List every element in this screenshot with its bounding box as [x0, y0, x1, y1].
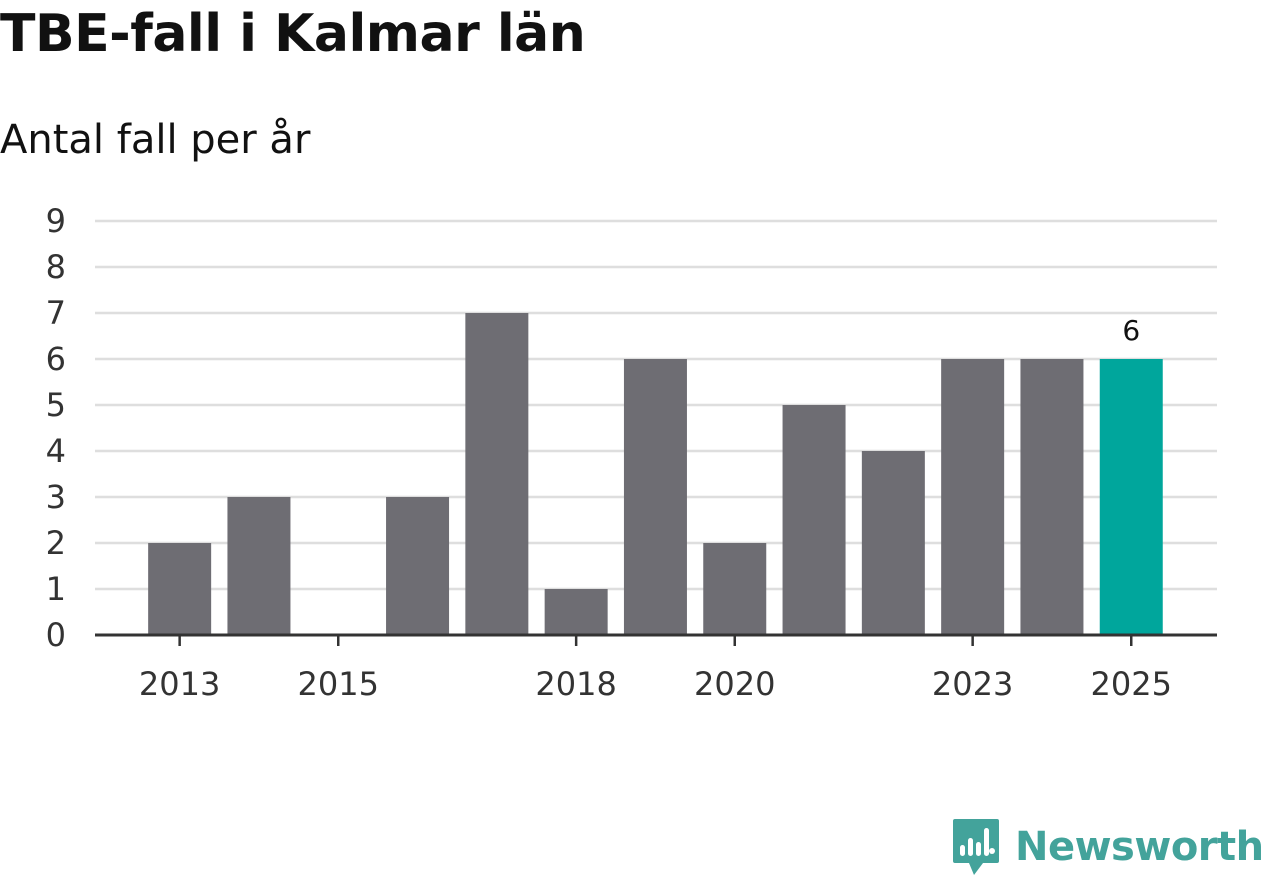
- data-label-2025: 6: [1122, 314, 1140, 347]
- y-tick-label-8: 8: [46, 248, 66, 286]
- y-tick-label-9: 9: [46, 202, 66, 240]
- bar-2021: [782, 405, 846, 635]
- bar-2017: [465, 313, 529, 635]
- x-tick-label-2013: 2013: [139, 665, 220, 703]
- annotations: 6: [1122, 314, 1140, 347]
- bars: [148, 313, 1163, 635]
- bar-2013: [148, 543, 212, 635]
- x-tick-label-2025: 2025: [1091, 665, 1172, 703]
- newsworthy-logo-text: Newsworthy: [1015, 824, 1262, 870]
- bar-2024: [1020, 359, 1084, 635]
- y-tick-label-6: 6: [46, 340, 66, 378]
- y-tick-label-2: 2: [46, 524, 66, 562]
- bar-chart: 0 1 2 3 4 5 6 7 8 9 2013 2015 2018 2020 2023 2025 6: [46, 202, 1217, 703]
- chart-title: TBE-fall i Kalmar län: [0, 4, 586, 64]
- x-tick-label-2018: 2018: [535, 665, 616, 703]
- y-tick-label-0: 0: [46, 616, 66, 654]
- newsworthy-logo-icon: [953, 819, 999, 875]
- x-axis-ticks: [178, 635, 1133, 646]
- bar-2025: [1099, 359, 1163, 635]
- bar-2019: [623, 359, 687, 635]
- bar-2023: [941, 359, 1005, 635]
- y-tick-label-5: 5: [46, 386, 66, 424]
- x-tick-label-2023: 2023: [932, 665, 1013, 703]
- chart-subtitle: Antal fall per år: [0, 117, 311, 163]
- y-axis-tick-labels: 0 1 2 3 4 5 6 7 8 9: [46, 202, 66, 654]
- y-tick-label-7: 7: [46, 294, 66, 332]
- bar-2014: [227, 497, 291, 635]
- y-tick-label-4: 4: [46, 432, 66, 470]
- x-axis-tick-labels: 2013 2015 2018 2020 2023 2025: [139, 665, 1172, 703]
- bar-2018: [544, 589, 608, 635]
- bar-2020: [703, 543, 767, 635]
- y-tick-label-1: 1: [46, 570, 66, 608]
- newsworthy-logo: Newsworthy: [951, 817, 1262, 877]
- x-tick-label-2015: 2015: [298, 665, 379, 703]
- x-tick-label-2020: 2020: [694, 665, 775, 703]
- bar-2016: [386, 497, 450, 635]
- y-tick-label-3: 3: [46, 478, 66, 516]
- bar-2022: [861, 451, 925, 635]
